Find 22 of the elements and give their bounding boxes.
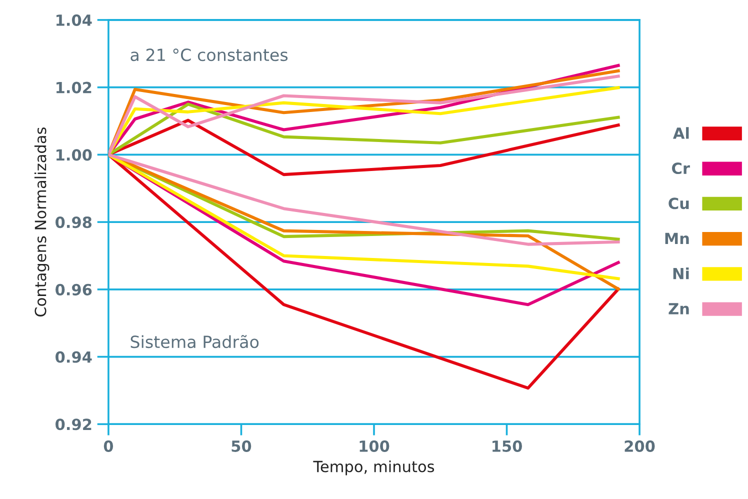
x-axis-title: Tempo, minutos <box>313 460 434 476</box>
y-axis-title: Contagens Normalizadas <box>34 128 50 316</box>
x-tick-label: 200 <box>624 440 655 452</box>
y-tick-label: 1.00 <box>56 149 92 161</box>
x-tick-label: 50 <box>232 440 252 452</box>
legend-label: Mn <box>665 232 689 244</box>
legend-label: Al <box>673 127 689 139</box>
annotation: a 21 °C constantes <box>130 48 288 62</box>
legend-label: Cr <box>672 162 690 174</box>
legend-label: Ni <box>673 268 689 280</box>
y-tick-label: 0.92 <box>56 418 92 430</box>
legend-label: Cu <box>668 198 689 210</box>
y-tick-label: 1.02 <box>56 82 92 94</box>
x-tick-label: 150 <box>492 440 522 452</box>
legend-label: Zn <box>668 303 689 314</box>
annotation: Sistema Padrão <box>130 334 259 348</box>
y-tick-label: 0.94 <box>56 351 92 363</box>
y-tick-label: 0.98 <box>56 216 92 228</box>
x-tick-label: 100 <box>360 440 390 452</box>
y-tick-label: 1.04 <box>56 14 92 26</box>
x-tick-label: 0 <box>104 440 114 452</box>
y-tick-label: 0.96 <box>56 284 92 296</box>
